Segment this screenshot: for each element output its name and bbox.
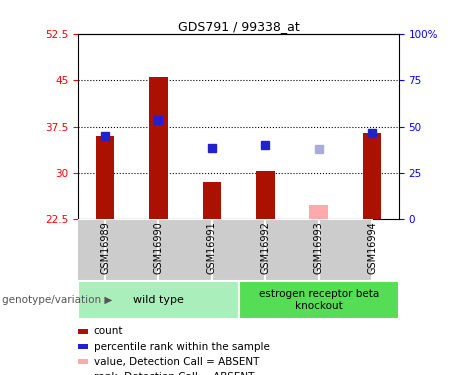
Text: count: count xyxy=(94,326,123,336)
Bar xyxy=(78,329,88,334)
Bar xyxy=(78,281,239,319)
Title: GDS791 / 99338_at: GDS791 / 99338_at xyxy=(177,20,300,33)
Bar xyxy=(363,133,381,219)
Text: GSM16991: GSM16991 xyxy=(207,221,217,274)
Text: GSM16992: GSM16992 xyxy=(260,221,270,274)
Bar xyxy=(319,219,372,281)
Text: GSM16994: GSM16994 xyxy=(367,221,377,274)
Bar xyxy=(149,77,168,219)
Text: GSM16990: GSM16990 xyxy=(154,221,164,274)
Bar xyxy=(212,219,265,281)
Bar xyxy=(78,359,88,364)
Bar xyxy=(96,136,114,219)
Text: percentile rank within the sample: percentile rank within the sample xyxy=(94,342,270,351)
Text: GSM16993: GSM16993 xyxy=(313,221,324,274)
Text: estrogen receptor beta
knockout: estrogen receptor beta knockout xyxy=(259,289,379,311)
Bar xyxy=(105,219,159,281)
Bar xyxy=(239,281,399,319)
Text: value, Detection Call = ABSENT: value, Detection Call = ABSENT xyxy=(94,357,259,367)
Bar xyxy=(309,205,328,219)
Bar xyxy=(202,182,221,219)
Bar xyxy=(265,219,319,281)
Text: genotype/variation ▶: genotype/variation ▶ xyxy=(2,295,112,305)
Bar xyxy=(78,344,88,349)
Bar xyxy=(52,219,105,281)
Text: wild type: wild type xyxy=(133,295,184,305)
Text: rank, Detection Call = ABSENT: rank, Detection Call = ABSENT xyxy=(94,372,254,375)
Text: GSM16989: GSM16989 xyxy=(100,221,110,274)
Bar xyxy=(159,219,212,281)
Bar xyxy=(256,171,275,219)
